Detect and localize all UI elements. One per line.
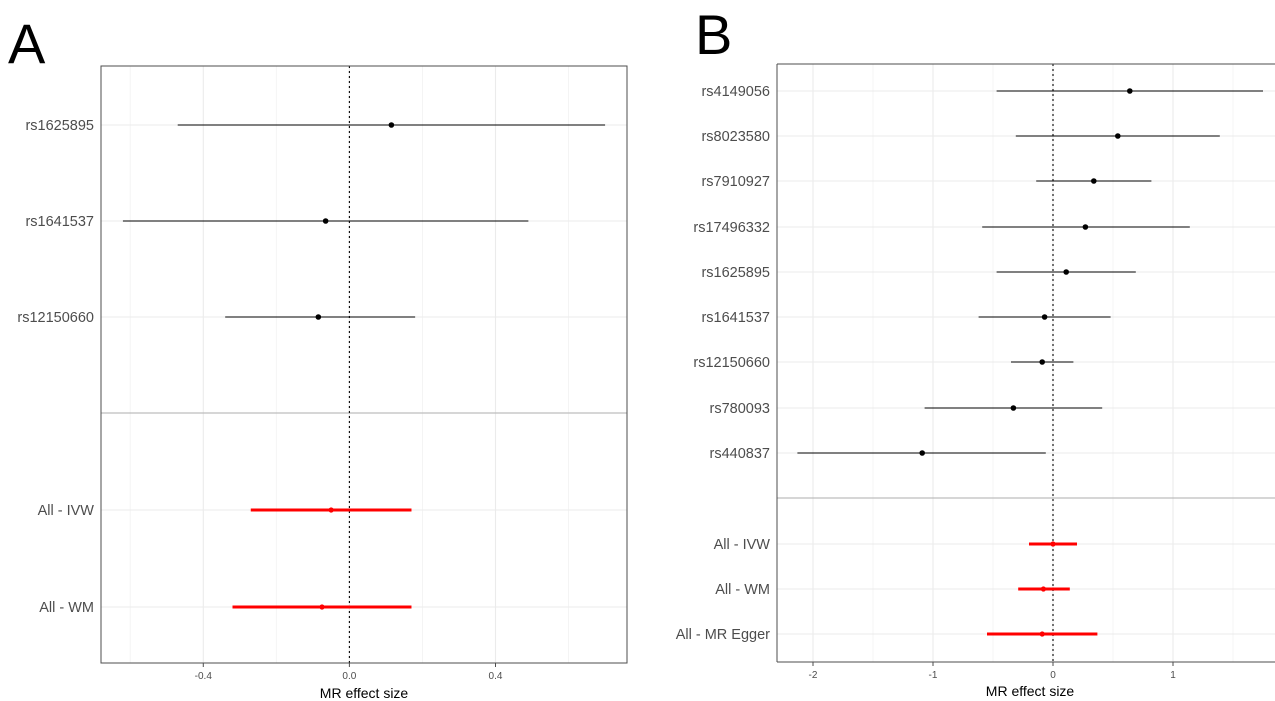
snp-estimate-point <box>322 218 329 224</box>
snp-row-label: rs12150660 <box>17 310 94 326</box>
summary-row-label: All - IVW <box>38 503 95 519</box>
summary-estimate-point <box>1050 541 1056 547</box>
snp-estimate-point <box>1010 405 1017 411</box>
snp-row-label: rs17496332 <box>693 220 770 236</box>
x-tick-label: 0.0 <box>342 671 356 682</box>
snp-estimate-point <box>388 122 395 128</box>
summary-row-label: All - MR Egger <box>676 627 770 643</box>
panel-a-row-labels: rs1625895 rs1641537 rs12150660 All - IVW All… <box>17 118 94 616</box>
snp-estimate-point <box>1127 88 1133 94</box>
panel-b-letter: B <box>695 3 732 66</box>
summary-estimate-point <box>328 507 334 513</box>
snp-row-label: rs4149056 <box>701 84 770 100</box>
snp-row-label: rs440837 <box>710 446 770 462</box>
panel-b-minor-grid <box>872 64 1234 662</box>
snp-row-label: rs780093 <box>710 401 770 417</box>
snp-estimate-point <box>1082 224 1089 230</box>
snp-estimate-point <box>1063 269 1069 275</box>
panel-b-estimates <box>797 88 1263 637</box>
snp-row-label: rs7910927 <box>701 174 770 190</box>
panel-a-minor-grid <box>129 66 569 663</box>
snp-estimate-point <box>1091 178 1097 184</box>
snp-row-label: rs12150660 <box>693 355 770 371</box>
snp-row-label: rs1625895 <box>701 265 770 281</box>
summary-row-label: All - IVW <box>714 537 771 553</box>
panel-a-letter: A <box>8 12 46 75</box>
summary-estimate-point <box>1040 586 1046 592</box>
panel-b-x-axis: -2 -1 0 1 <box>809 662 1176 681</box>
panel-a-major-grid <box>202 66 497 663</box>
snp-row-label: rs1625895 <box>25 118 94 134</box>
panel-a-plot-background <box>101 66 627 663</box>
snp-estimate-point <box>1039 359 1045 365</box>
panel-a-estimates <box>122 122 606 610</box>
snp-estimate-point <box>315 314 322 320</box>
x-tick-label: 1 <box>1170 670 1176 681</box>
panel-b-x-axis-title: MR effect size <box>986 683 1075 699</box>
summary-estimate-point <box>319 604 325 610</box>
snp-estimate-point <box>1041 314 1048 320</box>
x-tick-label: -2 <box>809 670 818 681</box>
summary-estimate-point <box>1039 631 1045 637</box>
x-tick-label: -1 <box>929 670 938 681</box>
x-tick-label: 0.4 <box>489 671 503 682</box>
panel-a-x-axis-title: MR effect size <box>320 685 409 701</box>
panel-b-plot-background <box>777 64 1275 662</box>
x-tick-label: 0 <box>1050 670 1056 681</box>
snp-row-label: rs8023580 <box>701 129 770 145</box>
panel-b-major-grid <box>812 64 1174 662</box>
snp-estimate-point <box>1115 133 1121 139</box>
snp-row-label: rs1641537 <box>25 214 94 230</box>
panel-a-x-axis: -0.4 0.0 0.4 <box>195 663 503 682</box>
panel-b-row-labels: rs4149056 rs8023580 rs7910927 rs17496332 rs1… <box>676 84 771 643</box>
x-tick-label: -0.4 <box>195 671 213 682</box>
panel-a-plot-border <box>100 65 628 664</box>
summary-row-label: All - WM <box>39 600 94 616</box>
summary-row-label: All - WM <box>715 582 770 598</box>
snp-estimate-point <box>919 450 925 456</box>
snp-row-label: rs1641537 <box>701 310 770 326</box>
panel-a: A rs1625895 rs1641537 rs12150660 All - IVW A… <box>8 12 628 701</box>
panel-b: B rs4149056rs8023580rs7910927rs17496332r… <box>676 3 1275 699</box>
